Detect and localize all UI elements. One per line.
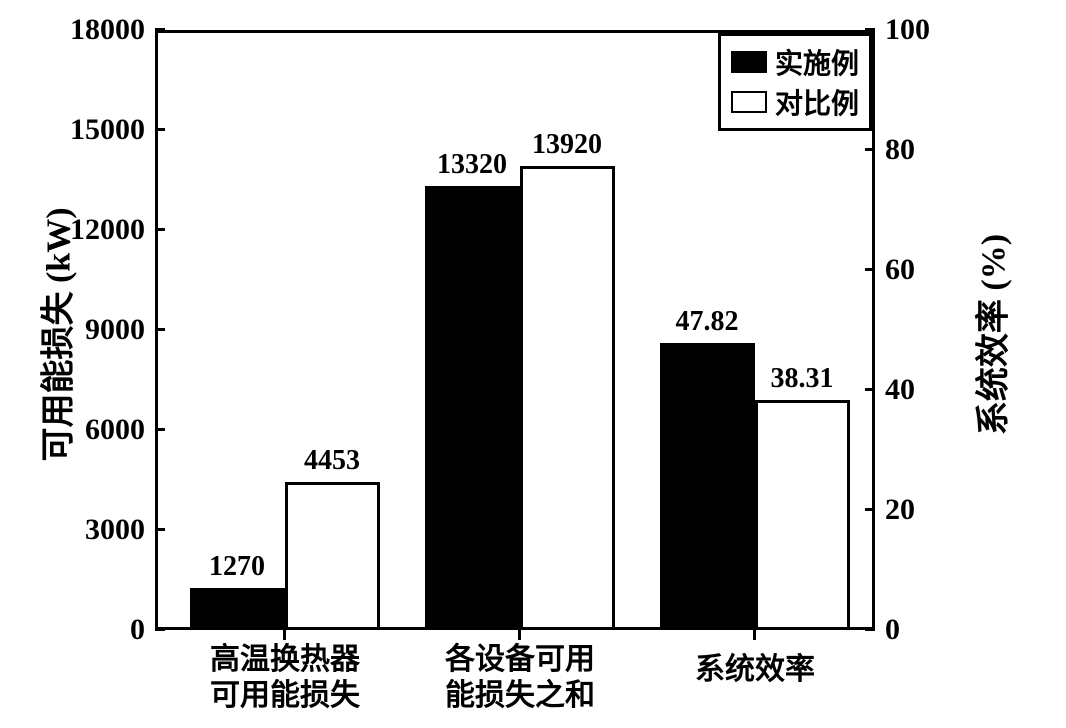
legend: 实施例 对比例 [718,33,872,131]
x-cat-2-line1: 各设备可用 [445,642,595,678]
y-right-tick-4: 80 [885,133,915,167]
y-axis-right-label: 系统效率 (%) [966,215,1015,455]
legend-swatch-2 [731,91,767,113]
bar-label-g2-s2: 13920 [532,129,602,161]
bar-g2-s1 [425,186,520,630]
tick-mark-right [865,148,875,151]
y-right-tick-1: 20 [885,493,915,527]
tick-mark-right [865,268,875,271]
bar-g1-s2 [285,482,380,630]
bar-g3-s2 [755,400,850,630]
tick-mark-bottom [753,630,756,640]
y-right-tick-2: 40 [885,373,915,407]
y-axis-left-label: 可用能损失 (kW) [31,195,80,475]
legend-swatch-1 [731,51,767,73]
legend-row-1: 实施例 [731,42,859,82]
y-right-tick-0: 0 [885,613,900,647]
y-right-tick-3: 60 [885,253,915,287]
tick-mark-left [155,128,165,131]
legend-label-2: 对比例 [775,82,859,122]
x-cat-1: 高温换热器 可用能损失 [210,642,360,714]
legend-label-1: 实施例 [775,42,859,82]
tick-mark-bottom [518,630,521,640]
x-cat-1-line1: 高温换热器 [210,642,360,678]
x-cat-1-line2: 可用能损失 [210,678,360,714]
x-cat-2-line2: 能损失之和 [445,678,595,714]
legend-row-2: 对比例 [731,82,859,122]
tick-mark-left [155,328,165,331]
bar-label-g3-s2: 38.31 [771,363,834,395]
tick-mark-left [155,628,165,631]
y-left-tick-5: 15000 [55,113,145,147]
chart-container: 0 3000 6000 9000 12000 15000 18000 0 20 … [0,0,1066,728]
tick-mark-right [865,508,875,511]
x-cat-3-line1: 系统效率 [695,652,815,688]
tick-mark-left [155,428,165,431]
y-left-tick-0: 0 [55,613,145,647]
bar-g1-s1 [190,588,285,630]
y-left-tick-6: 18000 [55,13,145,47]
y-left-tick-1: 3000 [55,513,145,547]
tick-mark-right [865,628,875,631]
tick-mark-left [155,528,165,531]
tick-mark-left [155,228,165,231]
bar-label-g1-s1: 1270 [209,551,265,583]
tick-mark-right [865,388,875,391]
bar-g3-s1 [660,343,755,630]
x-cat-2: 各设备可用 能损失之和 [445,642,595,714]
bar-label-g2-s1: 13320 [437,149,507,181]
tick-mark-left [155,28,165,31]
y-right-tick-5: 100 [885,13,930,47]
bar-g2-s2 [520,166,615,630]
tick-mark-right [865,28,875,31]
bar-label-g1-s2: 4453 [304,445,360,477]
tick-mark-bottom [283,630,286,640]
x-cat-3: 系统效率 [695,652,815,688]
bar-label-g3-s1: 47.82 [676,306,739,338]
